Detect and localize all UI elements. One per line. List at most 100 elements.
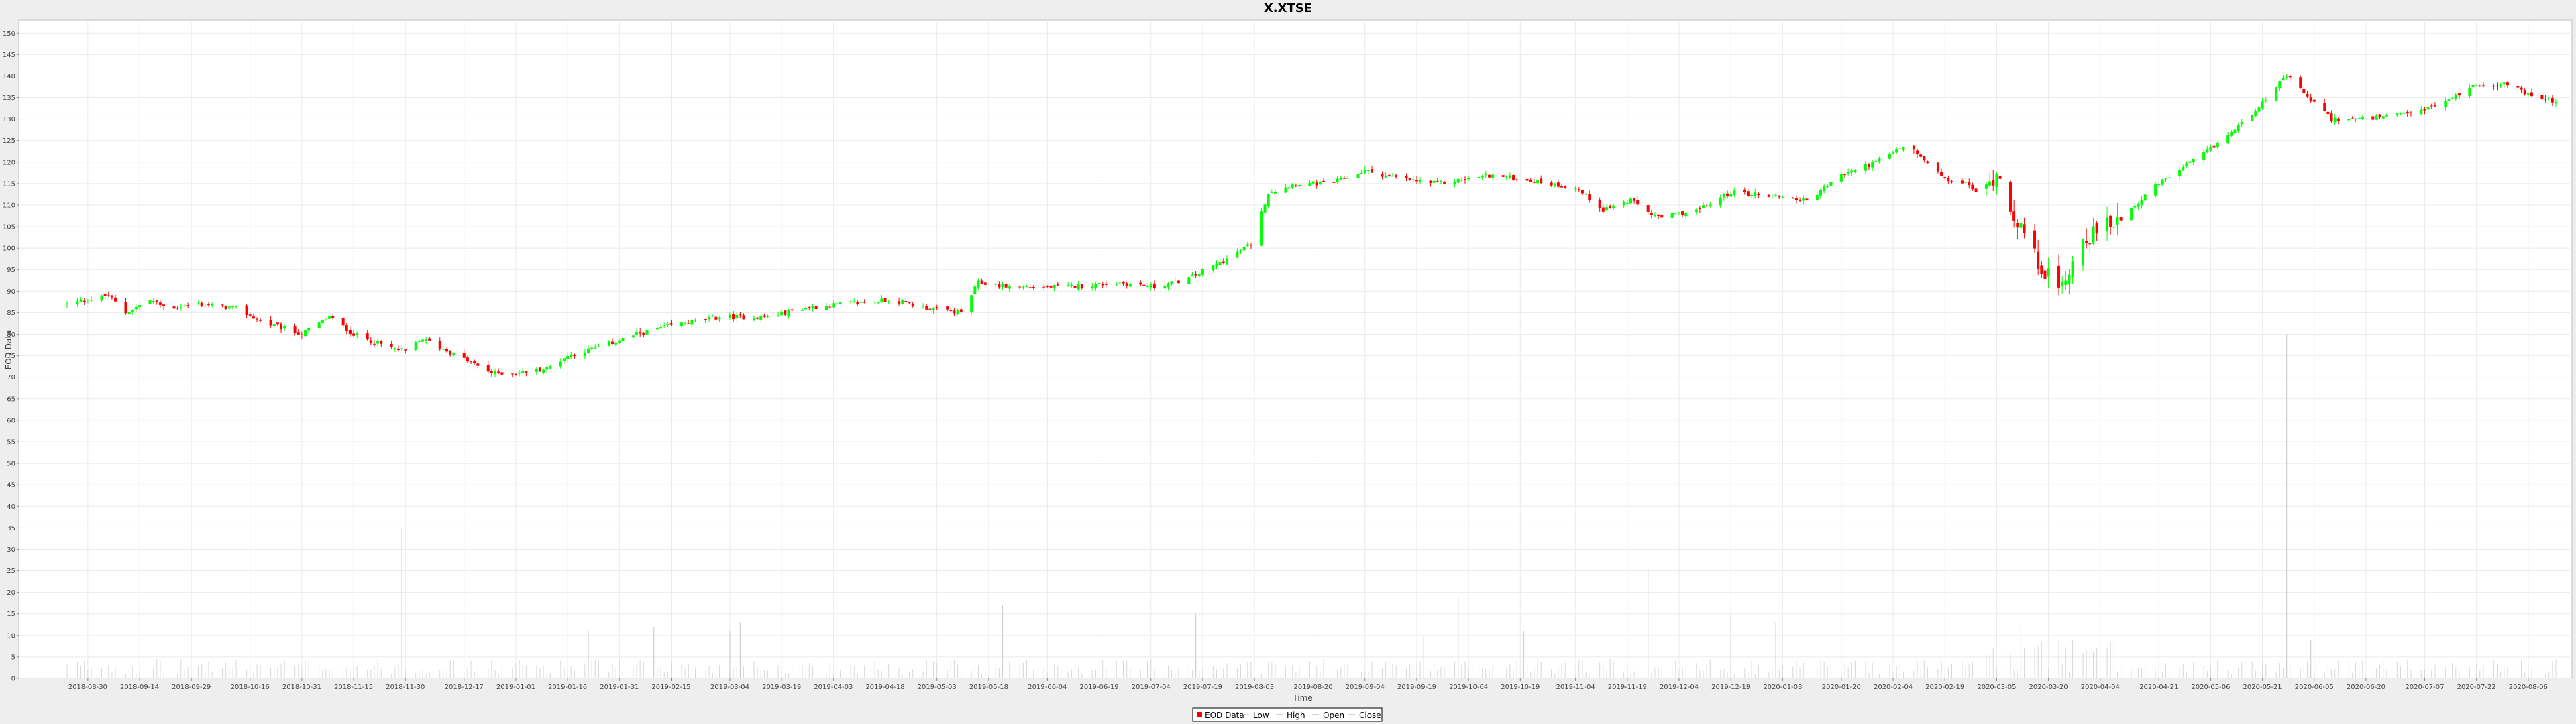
candle-up (376, 341, 380, 344)
candle-up (138, 305, 142, 308)
candle-up (2282, 78, 2285, 80)
candle-down (814, 306, 818, 309)
candle-down (1556, 182, 1560, 187)
candle-up (1453, 182, 1456, 184)
candle-down (2520, 87, 2523, 90)
candle-down (1004, 284, 1008, 288)
candle-down (1315, 182, 1318, 186)
candle-down (259, 320, 262, 321)
y-tick-label: 65 (7, 396, 15, 403)
candle-up (1360, 173, 1363, 174)
candle-up (1077, 284, 1080, 290)
candle-down (1488, 174, 1491, 178)
candle-up (832, 303, 835, 308)
candle-down (1968, 182, 1971, 186)
candle-down (1960, 180, 1964, 184)
candle-up (777, 315, 780, 316)
candle-up (1829, 181, 1833, 186)
candle-up (1847, 172, 1850, 174)
candle-up (570, 354, 573, 357)
candle-up (1625, 202, 1629, 204)
candle-down (1580, 190, 1584, 194)
candle-down (372, 343, 376, 345)
candle-up (2112, 227, 2116, 228)
candle-down (1381, 173, 1384, 177)
candle-down (1681, 211, 1684, 216)
candle-down (1598, 200, 1601, 208)
candle-down (2119, 217, 2123, 221)
candle-up (452, 352, 455, 355)
candle-up (2261, 101, 2264, 109)
candle-up (594, 347, 597, 349)
candle-up (2278, 81, 2282, 88)
candle-up (1356, 174, 1360, 178)
candle-down (1443, 182, 1446, 184)
candle-down (1125, 283, 1128, 286)
candle-up (307, 328, 311, 331)
candle-up (2137, 204, 2140, 207)
x-tick-label: 2019-02-15 (651, 684, 690, 691)
candle-down (1843, 174, 1846, 176)
candle-up (2130, 208, 2133, 221)
candle-up (2502, 82, 2506, 85)
x-tick-label: 2018-10-16 (231, 684, 270, 691)
x-tick-label: 2020-07-07 (2405, 684, 2444, 691)
candle-up (518, 372, 521, 374)
candle-up (973, 286, 977, 294)
candle-up (2468, 88, 2471, 96)
candle-up (635, 332, 639, 335)
y-tick-label: 5 (11, 654, 15, 661)
candle-down (172, 306, 176, 309)
grid (19, 20, 2572, 679)
candle-down (2306, 93, 2309, 97)
candle-down (1550, 182, 1553, 186)
candle-up (1128, 284, 1132, 287)
candle-series (66, 74, 2557, 378)
candle-down (2309, 97, 2312, 101)
candle-up (2454, 94, 2457, 99)
candle-up (2399, 113, 2402, 114)
candle-up (1297, 184, 1301, 186)
candle-up (283, 326, 286, 329)
candle-down (2016, 223, 2019, 228)
candle-up (2206, 149, 2209, 152)
candle-up (2061, 281, 2064, 286)
candle-down (704, 319, 707, 320)
y-tick-label: 75 (7, 353, 15, 360)
y-tick-label: 55 (7, 438, 15, 446)
candle-down (476, 363, 480, 366)
legend-item-close: Close (1359, 711, 1381, 720)
candle-down (1992, 180, 1995, 186)
candle-down (1056, 284, 1059, 286)
candle-up (1605, 207, 1608, 211)
candle-up (2257, 107, 2261, 112)
y-tick-label: 85 (7, 310, 15, 317)
candle-down (1943, 176, 1947, 178)
candle-up (134, 306, 138, 310)
candle-up (2333, 117, 2337, 123)
candle-down (511, 373, 514, 375)
candle-down (83, 300, 86, 302)
candle-down (1767, 194, 1770, 197)
candle-down (611, 341, 614, 344)
candle-up (494, 371, 497, 375)
candle-up (2237, 124, 2240, 131)
candle-up (1815, 194, 1819, 200)
candle-down (2326, 111, 2330, 115)
candle-down (490, 371, 493, 373)
x-tick-label: 2019-10-04 (1449, 684, 1488, 691)
candle-down (1650, 213, 1653, 215)
candle-down (352, 333, 356, 336)
candle-down (687, 323, 690, 324)
candle-down (1564, 186, 1567, 188)
candle-up (901, 300, 904, 304)
candle-up (2178, 170, 2182, 176)
candle-down (1698, 208, 1701, 210)
y-tick-label: 40 (7, 503, 15, 511)
candle-up (825, 306, 828, 310)
y-tick-label: 105 (3, 224, 15, 231)
x-tick-label: 2019-12-19 (1711, 684, 1750, 691)
candle-up (1819, 190, 1822, 196)
candle-up (780, 311, 784, 316)
candle-up (1629, 198, 1632, 204)
